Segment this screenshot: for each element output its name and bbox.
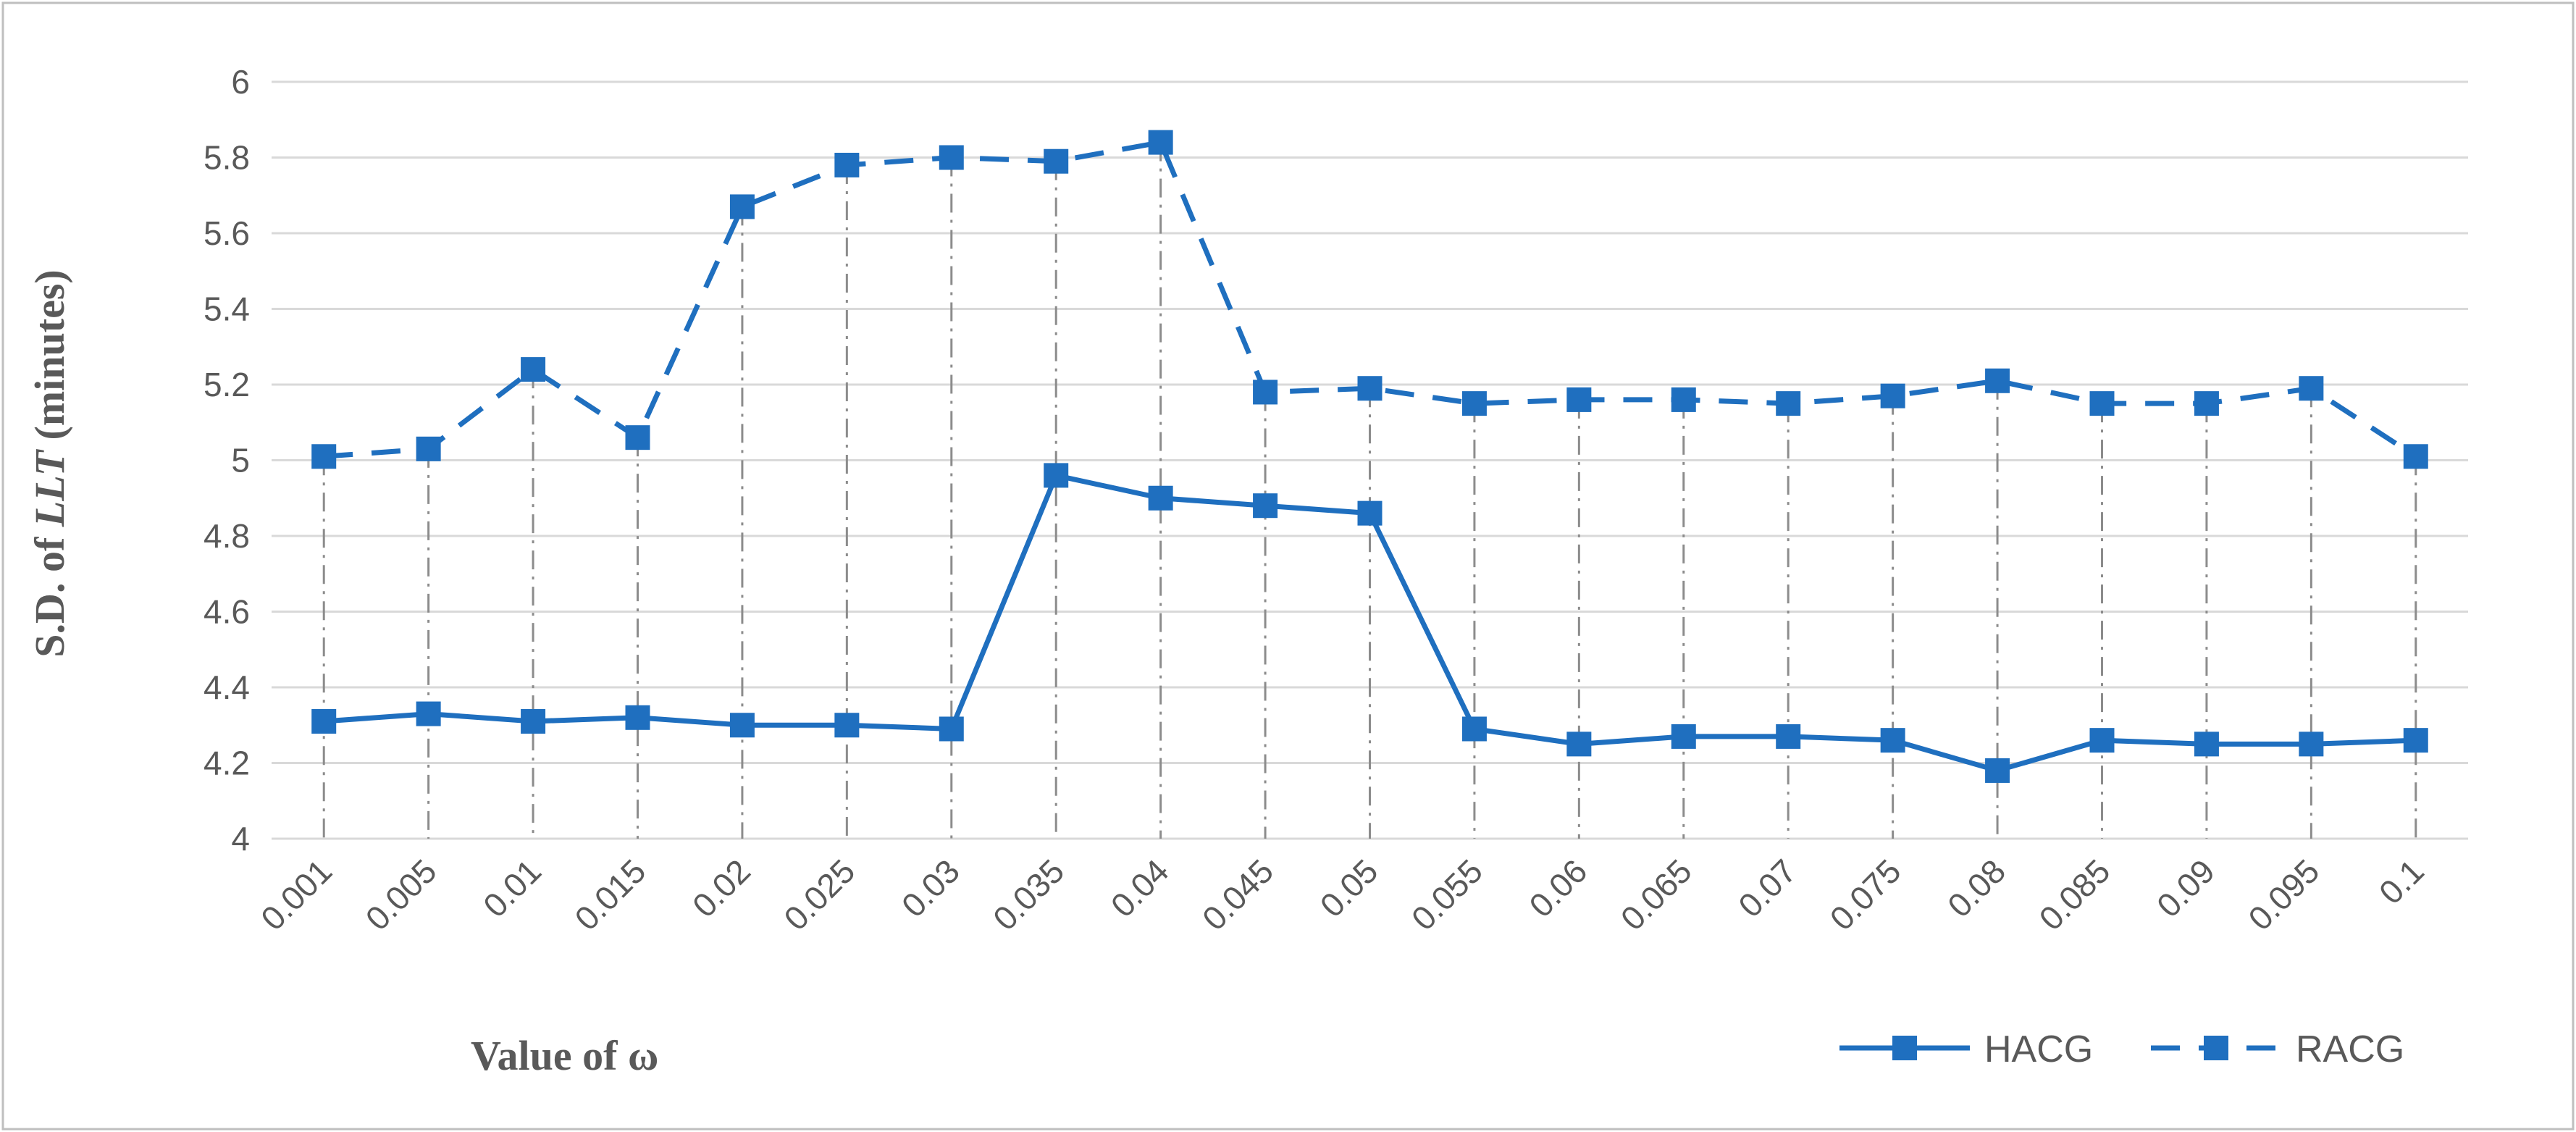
marker-hacg	[1357, 500, 1383, 526]
marker-racg	[1148, 130, 1173, 155]
marker-racg	[625, 425, 650, 450]
marker-racg	[416, 436, 441, 461]
marker-racg	[939, 145, 964, 170]
marker-hacg	[2089, 728, 2115, 753]
y-tick-label: 5	[231, 442, 250, 479]
marker-racg	[1776, 391, 1801, 416]
y-axis-label: S.D. of LLT (minutes)	[26, 269, 73, 657]
marker-racg	[1880, 383, 1905, 408]
marker-racg	[521, 357, 546, 382]
marker-hacg	[625, 705, 650, 730]
marker-hacg	[416, 701, 441, 726]
marker-racg	[1985, 368, 2010, 393]
marker-racg	[2194, 391, 2219, 416]
marker-hacg	[1148, 485, 1173, 511]
y-tick-label: 5.2	[204, 366, 250, 403]
marker-hacg	[1671, 724, 1696, 749]
y-tick-label: 4.4	[204, 668, 250, 706]
y-tick-label: 4.6	[204, 593, 250, 631]
y-tick-label: 6	[231, 63, 250, 101]
y-tick-label: 5.4	[204, 290, 250, 328]
legend-label-racg: RACG	[2296, 1028, 2404, 1070]
marker-hacg	[1566, 731, 1592, 757]
y-tick-label: 4.8	[204, 517, 250, 555]
marker-racg	[729, 194, 755, 219]
marker-hacg	[834, 713, 860, 738]
marker-hacg	[1253, 493, 1278, 519]
marker-hacg	[1880, 728, 1905, 753]
marker-hacg	[729, 713, 755, 738]
y-axis-ticks: 4 4.2 4.4 4.6 4.8 5 5.2 5.4 5.6 5.8 6	[204, 63, 250, 858]
marker-racg	[1044, 148, 1069, 174]
y-tick-label: 4.2	[204, 745, 250, 782]
drop-lines	[322, 142, 2417, 839]
marker-racg	[1461, 391, 1487, 416]
y-tick-label: 5.6	[204, 214, 250, 252]
marker-racg	[1253, 380, 1278, 405]
legend-marker-hacg	[1892, 1036, 1917, 1060]
y-tick-label: 4	[231, 820, 250, 858]
marker-racg	[1671, 387, 1696, 412]
y-tick-label: 5.8	[204, 139, 250, 177]
legend: HACG RACG	[1839, 1028, 2404, 1070]
marker-hacg	[1776, 724, 1801, 749]
marker-racg	[2403, 444, 2428, 469]
marker-racg	[1566, 387, 1592, 412]
marker-hacg	[2403, 728, 2428, 753]
series-markers	[311, 130, 2428, 783]
marker-racg	[2299, 376, 2324, 401]
marker-racg	[311, 444, 337, 469]
marker-hacg	[1044, 463, 1069, 488]
legend-label-hacg: HACG	[1984, 1028, 2093, 1070]
marker-hacg	[311, 709, 337, 734]
marker-hacg	[1985, 758, 2010, 783]
marker-racg	[1357, 376, 1383, 401]
marker-hacg	[939, 716, 964, 742]
legend-marker-racg	[2204, 1036, 2228, 1060]
x-axis-label: Value of ω	[471, 1032, 658, 1079]
series-line-racg	[323, 140, 2417, 459]
marker-hacg	[2299, 731, 2324, 757]
marker-racg	[2089, 391, 2115, 416]
marker-hacg	[521, 709, 546, 734]
marker-racg	[834, 152, 860, 177]
marker-hacg	[2194, 731, 2219, 757]
marker-hacg	[1461, 716, 1487, 742]
